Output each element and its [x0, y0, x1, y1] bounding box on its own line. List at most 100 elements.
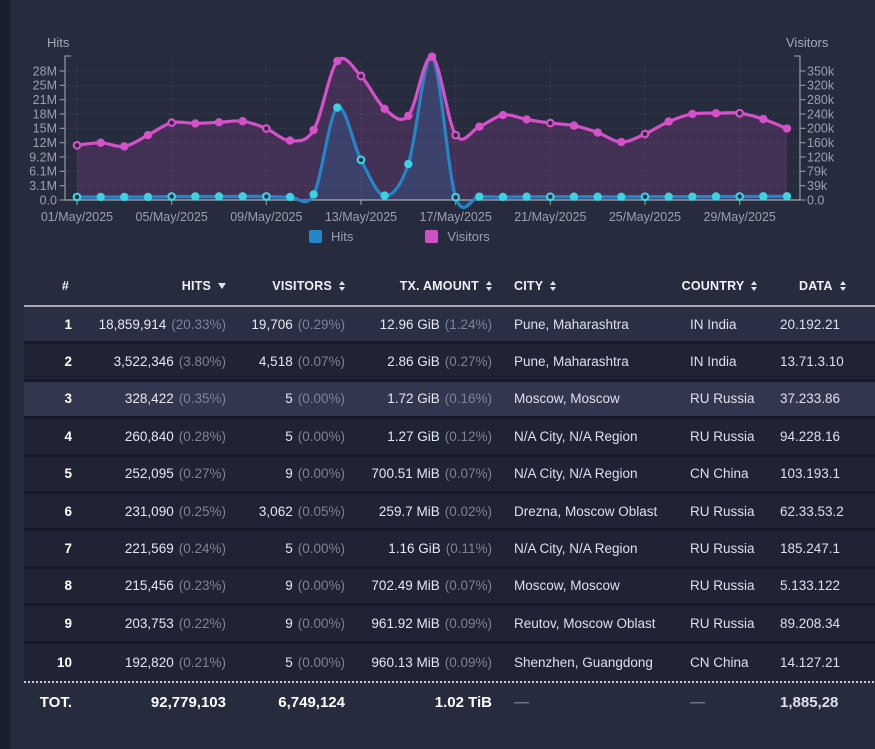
host-row[interactable]: 9 203,753 (0.22%) 9 (0.00%) 961.92 MiB (0.0…: [24, 606, 875, 644]
hits-point[interactable]: [569, 192, 579, 201]
host-row[interactable]: 3 328,422 (0.35%) 5 (0.00%) 1.72 GiB (0.16%…: [24, 381, 875, 420]
visitors-point[interactable]: [380, 104, 389, 114]
rank-cell: 4: [64, 428, 72, 444]
visitors-point[interactable]: [309, 125, 318, 135]
visitors-point[interactable]: [120, 142, 129, 151]
hits-point[interactable]: [451, 192, 461, 202]
hits-point[interactable]: [285, 192, 295, 202]
hits-point[interactable]: [143, 192, 153, 202]
visitors-point[interactable]: [782, 124, 792, 133]
hits-point[interactable]: [356, 155, 366, 165]
hits-point[interactable]: [735, 192, 745, 201]
visitors-point[interactable]: [238, 117, 247, 126]
tx-value: 960.13 MiB: [371, 654, 440, 670]
host-row[interactable]: 4 260,840 (0.28%) 5 (0.00%) 1.27 GiB (0.12%…: [24, 419, 875, 457]
column-header-visitors[interactable]: VISITORS: [228, 279, 347, 293]
right-axis-tick-label: 120k: [807, 150, 835, 164]
hits-point[interactable]: [759, 192, 768, 201]
visitors-point[interactable]: [711, 109, 721, 118]
hits-point[interactable]: [475, 192, 484, 201]
hits-cell: 221,569 (0.24%): [76, 541, 228, 556]
hits-cell: 3,522,346 (3.80%): [76, 354, 228, 369]
hits-cell: 231,090 (0.25%): [76, 504, 228, 519]
host-row[interactable]: 10 192,820 (0.21%) 5 (0.00%) 960.13 MiB (0.…: [24, 643, 875, 681]
visitors-point[interactable]: [640, 129, 650, 139]
visitors-point[interactable]: [759, 114, 768, 124]
host-row[interactable]: 8 215,456 (0.23%) 9 (0.00%) 702.49 MiB (0.0…: [24, 568, 875, 607]
host-row[interactable]: 5 252,095 (0.27%) 9 (0.00%) 700.51 MiB (0.0…: [24, 456, 875, 494]
visitors-point[interactable]: [617, 137, 626, 147]
country-cell: CN China: [690, 654, 749, 670]
right-axis-title: Visitors: [786, 35, 829, 50]
visitors-point[interactable]: [498, 110, 508, 120]
hits-point[interactable]: [96, 192, 105, 202]
visitors-point[interactable]: [285, 136, 295, 145]
hits-point[interactable]: [617, 192, 626, 202]
legend-item-visitors[interactable]: Visitors: [425, 229, 490, 244]
column-header-hits[interactable]: HITS: [76, 279, 228, 293]
country-cell: RU Russia: [690, 391, 755, 407]
visitors-point[interactable]: [569, 121, 579, 130]
hits-cell: 260,840 (0.28%): [76, 429, 228, 444]
hits-point[interactable]: [238, 192, 247, 201]
left-axis-title: Hits: [47, 35, 70, 50]
visitors-point[interactable]: [333, 56, 342, 66]
hits-point[interactable]: [261, 192, 271, 201]
country-header-label: COUNTRY: [681, 278, 745, 293]
host-row[interactable]: 1 18,859,914 (20.33%) 19,706 (0.29%) 12.96…: [24, 307, 875, 345]
visitors-point[interactable]: [427, 52, 437, 61]
column-header-rank[interactable]: #: [24, 279, 76, 293]
hits-point[interactable]: [688, 192, 697, 201]
visitors-point[interactable]: [261, 124, 271, 133]
visitors-point[interactable]: [475, 122, 484, 131]
left-axis-tick-label: 0.0: [40, 193, 57, 207]
column-header-country[interactable]: COUNTRY: [666, 279, 770, 293]
hits-value: 231,090: [124, 503, 174, 519]
hits-point[interactable]: [545, 192, 555, 202]
visitors-point[interactable]: [356, 71, 366, 81]
column-header-data[interactable]: DATA: [770, 279, 875, 293]
visitors-point[interactable]: [143, 130, 153, 140]
hits-point[interactable]: [593, 192, 602, 201]
visitors-point[interactable]: [191, 119, 200, 128]
hits-point[interactable]: [333, 103, 342, 112]
column-header-tx-amount[interactable]: TX. AMOUNT: [347, 279, 494, 293]
host-row[interactable]: 2 3,522,346 (3.80%) 4,518 (0.07%) 2.86 GiB…: [24, 344, 875, 382]
tx-cell: 259.7 MiB (0.02%): [347, 504, 494, 519]
hits-point[interactable]: [214, 192, 224, 201]
visitors-point[interactable]: [545, 118, 555, 128]
hits-point[interactable]: [167, 192, 177, 201]
hits-point[interactable]: [640, 192, 650, 202]
left-axis-tick-label: 28M: [33, 64, 57, 78]
hits-percent: (20.33%): [171, 316, 226, 332]
column-header-city[interactable]: CITY: [494, 279, 666, 293]
hits-point[interactable]: [72, 192, 82, 202]
hits-point[interactable]: [120, 192, 129, 202]
visitors-point[interactable]: [451, 130, 461, 140]
visitors-point[interactable]: [593, 128, 602, 137]
hits-point[interactable]: [711, 192, 721, 201]
hits-point[interactable]: [309, 190, 318, 199]
host-row[interactable]: 7 221,569 (0.24%) 5 (0.00%) 1.16 GiB (0.11%…: [24, 531, 875, 569]
hits-point[interactable]: [664, 192, 673, 201]
hits-point[interactable]: [522, 192, 531, 201]
hits-point[interactable]: [404, 159, 413, 169]
hits-point[interactable]: [782, 192, 792, 201]
visitors-point[interactable]: [522, 115, 531, 124]
visitors-point[interactable]: [167, 118, 177, 128]
visitors-point[interactable]: [735, 108, 745, 118]
hits-point[interactable]: [191, 192, 200, 201]
host-row[interactable]: 6 231,090 (0.25%) 3,062 (0.05%) 259.7 MiB(…: [24, 493, 875, 532]
visitors-point[interactable]: [72, 140, 82, 150]
hits-point[interactable]: [380, 191, 389, 200]
sort-toggle-icon: [751, 280, 758, 291]
visitors-value: 19,706: [251, 316, 293, 332]
legend-item-hits[interactable]: Hits: [309, 229, 353, 244]
visitors-point[interactable]: [688, 109, 697, 119]
hits-point[interactable]: [498, 192, 508, 202]
visitors-point[interactable]: [404, 111, 413, 120]
visitors-point[interactable]: [96, 138, 105, 147]
visitors-point[interactable]: [664, 117, 673, 126]
visitors-point[interactable]: [214, 118, 224, 127]
